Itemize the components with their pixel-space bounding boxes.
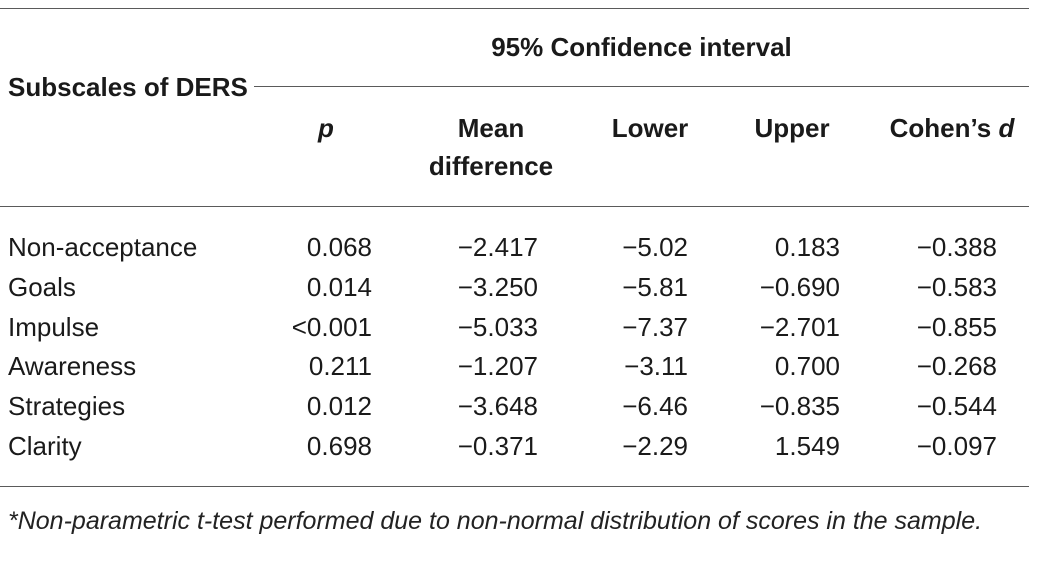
spanner-underline xyxy=(254,86,1029,87)
cell-mean-difference: −1.207 xyxy=(457,351,538,382)
cell-cohens-d: −0.855 xyxy=(916,311,997,342)
cell-lower: −6.46 xyxy=(622,391,688,422)
cell-mean-difference: −3.250 xyxy=(457,271,538,302)
table-row: Non-acceptance 0.068 −2.417 −5.02 0.183 … xyxy=(0,228,1037,268)
table-row: Goals 0.014 −3.250 −5.81 −0.690 −0.583 xyxy=(0,268,1037,308)
cell-upper: 0.700 xyxy=(774,351,840,382)
cell-p: 0.211 xyxy=(308,351,372,382)
cell-lower: −2.29 xyxy=(622,430,688,461)
cell-p: <0.001 xyxy=(291,311,372,342)
row-label: Awareness xyxy=(8,351,137,382)
row-label: Strategies xyxy=(8,391,126,422)
cell-mean-difference: −5.033 xyxy=(457,311,538,342)
col-header-p: p xyxy=(318,113,334,143)
table-row: Clarity 0.698 −0.371 −2.29 1.549 −0.097 xyxy=(0,427,1037,467)
col-header-cohens-d: Cohen’s d xyxy=(868,109,1036,147)
row-label: Clarity xyxy=(8,430,82,461)
col-header-upper: Upper xyxy=(754,113,830,143)
cell-upper: 1.549 xyxy=(774,430,840,461)
cell-mean-difference: −0.371 xyxy=(457,430,538,461)
cell-cohens-d: −0.268 xyxy=(916,351,997,382)
cell-upper: 0.183 xyxy=(774,232,840,262)
cell-lower: −3.11 xyxy=(624,351,688,382)
cell-mean-difference: −2.417 xyxy=(457,232,538,262)
cell-p: 0.698 xyxy=(306,430,372,461)
table-row: Awareness 0.211 −1.207 −3.11 0.700 −0.26… xyxy=(0,347,1037,387)
row-label: Non-acceptance xyxy=(8,232,198,262)
cell-cohens-d: −0.097 xyxy=(916,430,997,461)
cell-upper: −2.701 xyxy=(759,311,840,342)
stub-header: Subscales of DERS xyxy=(8,72,248,102)
cell-cohens-d: −0.583 xyxy=(916,271,997,302)
cell-p: 0.014 xyxy=(306,271,372,302)
row-label: Goals xyxy=(8,271,76,302)
table-row: Strategies 0.012 −3.648 −6.46 −0.835 −0.… xyxy=(0,387,1037,427)
cell-upper: −0.835 xyxy=(759,391,840,422)
table-top-rule xyxy=(0,8,1029,9)
cell-cohens-d: −0.544 xyxy=(916,391,997,422)
table-footnote: *Non-parametric t-test performed due to … xyxy=(8,507,983,535)
table-bottom-rule xyxy=(0,486,1029,487)
header-bottom-rule xyxy=(0,206,1029,207)
cell-cohens-d: −0.388 xyxy=(916,232,997,262)
spanner-header-ci: 95% Confidence interval xyxy=(491,32,792,62)
cell-p: 0.012 xyxy=(306,391,372,422)
cell-lower: −5.02 xyxy=(622,232,688,262)
col-header-lower: Lower xyxy=(611,113,689,143)
cohens-prefix: Cohen’s xyxy=(889,113,992,143)
cell-lower: −7.37 xyxy=(622,311,688,342)
cell-p: 0.068 xyxy=(306,232,372,262)
cohens-d-symbol: d xyxy=(998,113,1015,143)
row-label: Impulse xyxy=(8,311,100,342)
cell-upper: −0.690 xyxy=(759,271,840,302)
table-body: Non-acceptance 0.068 −2.417 −5.02 0.183 … xyxy=(0,228,1037,467)
cell-mean-difference: −3.648 xyxy=(457,391,538,422)
table-row: Impulse <0.001 −5.033 −7.37 −2.701 −0.85… xyxy=(0,308,1037,348)
cell-lower: −5.81 xyxy=(622,271,688,302)
col-header-mean-difference: Mean difference xyxy=(428,113,554,181)
